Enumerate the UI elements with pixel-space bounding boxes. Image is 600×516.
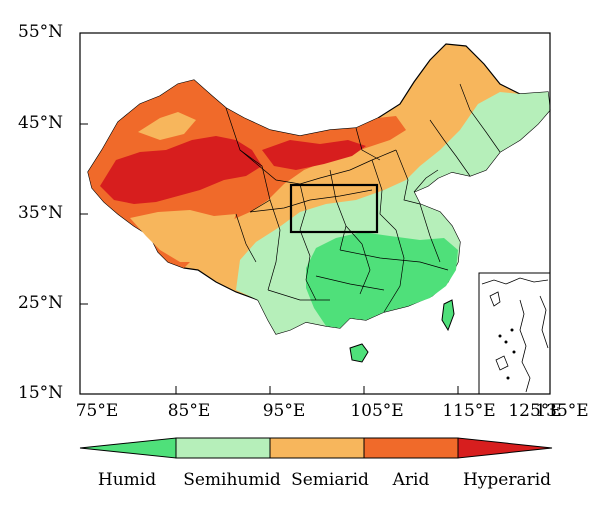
lat-tick-label: 35°N xyxy=(18,203,64,223)
study-area-box xyxy=(289,183,379,234)
lon-tick-label: 85°E xyxy=(167,401,211,421)
lat-tick-label: 25°N xyxy=(18,293,64,313)
legend-swatch-humid xyxy=(79,437,177,459)
legend-swatch-semihumid xyxy=(175,437,271,459)
legend-label-arid: Arid xyxy=(392,470,430,490)
legend-swatch-arid xyxy=(363,437,459,459)
lat-tick-label: 55°N xyxy=(18,22,64,42)
south-china-sea-inset xyxy=(478,272,551,395)
legend-swatch-hyperarid xyxy=(457,437,553,459)
lon-tick-label: 105°E xyxy=(350,401,404,421)
legend-colorbar xyxy=(79,437,553,459)
lon-tick-label: 115°E xyxy=(442,401,496,421)
hyperarid-zone-alxa xyxy=(262,140,366,170)
axis-ticks xyxy=(80,123,459,394)
taiwan-island xyxy=(441,299,455,332)
legend-label-humid: Humid xyxy=(97,470,157,490)
humid-zone-area xyxy=(306,232,458,328)
legend-swatch-semiarid xyxy=(269,437,365,459)
lon-tick-label: 75°E xyxy=(75,401,119,421)
lat-tick-label: 15°N xyxy=(18,383,64,403)
legend-label-semihumid: Semihumid xyxy=(183,470,281,490)
province-boundaries xyxy=(225,83,501,313)
lon-tick-label: 95°E xyxy=(262,401,306,421)
lon-tick-label: 135°E xyxy=(535,401,589,421)
legend-label-hyperarid: Hyperarid xyxy=(462,470,552,490)
hyperarid-zone-tarim xyxy=(100,136,262,204)
legend-label-semiarid: Semiarid xyxy=(291,470,369,490)
semiarid-patch-tibet xyxy=(130,210,236,262)
semiarid-patch-tianshan xyxy=(138,112,196,140)
lon-tick-label: 125°E xyxy=(508,401,562,421)
hainan-island xyxy=(349,343,369,363)
lat-tick-label: 45°N xyxy=(18,113,64,133)
